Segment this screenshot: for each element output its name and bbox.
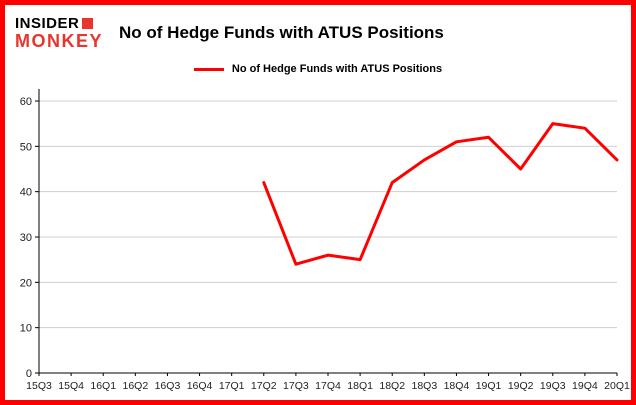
x-tick-label: 16Q2 — [122, 380, 148, 392]
logo-line-insider: INSIDER — [15, 16, 103, 31]
x-tick-label: 16Q3 — [155, 380, 181, 392]
chart-legend: No of Hedge Funds with ATUS Positions — [5, 61, 631, 77]
legend-label: No of Hedge Funds with ATUS Positions — [231, 63, 443, 75]
x-tick-label: 18Q2 — [379, 380, 405, 392]
x-tick-label: 16Q1 — [90, 380, 116, 392]
y-tick-label: 10 — [20, 323, 32, 335]
series-line — [262, 122, 619, 266]
y-tick-label: 50 — [20, 141, 32, 153]
x-tick-label: 17Q4 — [315, 380, 341, 392]
legend-line-swatch — [193, 67, 224, 71]
page-title: No of Hedge Funds with ATUS Positions — [119, 22, 444, 42]
x-tick-label: 19Q4 — [572, 380, 598, 392]
header: INSIDER MONKEY No of Hedge Funds with AT… — [5, 5, 631, 53]
insider-monkey-logo: INSIDER MONKEY — [15, 16, 103, 50]
x-tick-label: 19Q1 — [476, 380, 502, 392]
x-tick-label: 16Q4 — [187, 380, 213, 392]
x-tick-label: 17Q1 — [219, 380, 245, 392]
y-tick-label: 20 — [20, 277, 32, 289]
x-tick-label: 19Q2 — [508, 380, 534, 392]
y-tick-label: 40 — [20, 187, 32, 199]
chart-canvas: 0 10 20 30 40 50 60 15Q3 15Q4 16Q1 16Q2 16Q3 16Q4 17Q… — [20, 89, 630, 392]
y-tick-label: 60 — [20, 96, 32, 108]
x-tick-label: 17Q2 — [251, 380, 277, 392]
x-tick-label: 17Q3 — [283, 380, 309, 392]
logo-text-insider: INSIDER — [15, 14, 80, 32]
logo-red-square-icon — [82, 17, 94, 29]
y-tick-label: 0 — [26, 368, 32, 380]
x-tick-label: 15Q3 — [26, 380, 52, 392]
x-tick-label: 19Q3 — [540, 380, 566, 392]
logo-text-monkey: MONKEY — [15, 30, 104, 51]
x-tick-label: 20Q1 — [604, 380, 630, 392]
x-tick-label: 15Q4 — [58, 380, 84, 392]
x-tick-label: 18Q3 — [411, 380, 437, 392]
x-tick-label: 18Q4 — [444, 380, 470, 392]
x-tick-label: 18Q1 — [347, 380, 373, 392]
y-tick-label: 30 — [20, 232, 32, 244]
